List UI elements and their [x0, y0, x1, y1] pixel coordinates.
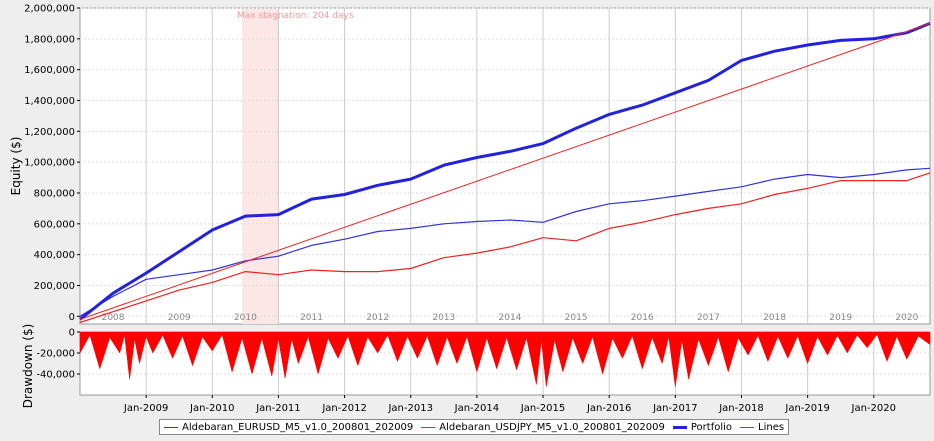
drawdown-y-ticks: 0 -20,000 -40,000 — [36, 328, 80, 381]
legend-item: Portfolio — [672, 421, 733, 433]
equity-y-tick-label: 1,800,000 — [24, 34, 75, 45]
equity-y-tick-label: 400,000 — [34, 250, 75, 261]
series-line-aldebaran-usdjpy-m5-v1-0-200801-202009 — [79, 172, 931, 324]
drawdown-x-tick-label: Jan-2012 — [321, 403, 366, 414]
equity-y-tick-label: 200,000 — [34, 281, 75, 292]
legend-label: Portfolio — [690, 421, 733, 433]
series-line-portfolio — [79, 22, 931, 321]
equity-y-tick-label: 1,600,000 — [24, 65, 75, 76]
drawdown-x-tick-label: Jan-2017 — [652, 403, 697, 414]
stagnation-band-layer — [242, 9, 279, 324]
stagnation-band — [242, 9, 279, 324]
drawdown-x-tick-label: Jan-2020 — [851, 403, 896, 414]
year-label: 2017 — [697, 313, 720, 323]
legend-label: Aldebaran_USDJPY_M5_v1.0_200801_202009 — [439, 421, 665, 433]
equity-y-tick-label: 0 — [69, 312, 75, 323]
year-label: 2011 — [300, 313, 323, 323]
equity-y-axis-title: Equity ($) — [9, 137, 23, 196]
equity-y-tick-label: 2,000,000 — [24, 4, 75, 15]
equity-y-tick-label: 1,400,000 — [24, 96, 75, 107]
legend-swatch — [421, 426, 436, 428]
year-label: 2008 — [102, 313, 125, 323]
series-line-aldebaran-eurusd-m5-v1-0-200801-202009 — [79, 167, 931, 317]
stagnation-annotation: Max stagnation: 204 days — [237, 11, 354, 21]
year-label: 2020 — [895, 313, 918, 323]
legend-label: Lines — [758, 421, 785, 433]
legend-item: Aldebaran_USDJPY_M5_v1.0_200801_202009 — [421, 422, 665, 433]
legend-item: Aldebaran_EURUSD_M5_v1.0_200801_202009 — [164, 422, 413, 433]
equity-y-ticks: 2,000,000 1,800,000 1,600,000 1,400,000 1,20… — [24, 4, 80, 323]
drawdown-series-layer — [79, 331, 931, 387]
year-label: 2019 — [829, 313, 852, 323]
legend-swatch — [164, 426, 178, 428]
legend-swatch — [740, 426, 755, 428]
chart-legend: Aldebaran_EURUSD_M5_v1.0_200801_202009 Al… — [159, 419, 790, 435]
equity-y-tick-label: 1,000,000 — [24, 158, 75, 169]
equity-y-tick-label: 1,200,000 — [24, 127, 75, 138]
drawdown-y-tick-label: -20,000 — [36, 349, 75, 360]
drawdown-x-tick-label: Jan-2015 — [520, 403, 565, 414]
year-label: 2014 — [499, 313, 522, 323]
drawdown-y-tick-label: 0 — [69, 328, 75, 339]
year-label: 2016 — [631, 313, 654, 323]
year-label: 2012 — [366, 313, 389, 323]
year-label: 2018 — [763, 313, 786, 323]
drawdown-x-tick-label: Jan-2013 — [387, 403, 432, 414]
year-label: 2015 — [565, 313, 588, 323]
drawdown-x-tick-label: Jan-2014 — [454, 403, 499, 414]
drawdown-x-tick-label: Jan-2010 — [189, 403, 234, 414]
year-label: 2010 — [234, 313, 257, 323]
legend-swatch — [672, 425, 687, 429]
series-line-lines — [79, 22, 931, 320]
year-label: 2009 — [168, 313, 191, 323]
drawdown-x-tick-label: Jan-2018 — [718, 403, 763, 414]
drawdown-x-tick-label: Jan-2009 — [123, 403, 168, 414]
year-label: 2013 — [432, 313, 455, 323]
equity-series-layer — [79, 22, 931, 324]
drawdown-y-axis-title: Drawdown ($) — [21, 324, 35, 409]
drawdown-x-tick-label: Jan-2016 — [586, 403, 631, 414]
drawdown-x-tick-label: Jan-2011 — [255, 403, 300, 414]
equity-plot-area — [79, 7, 931, 325]
drawdown-panel: 0 -20,000 -40,000 Jan-2009 Jan-2010 Jan-2011… — [21, 324, 931, 414]
drawdown-area — [79, 331, 931, 387]
legend-label: Aldebaran_EURUSD_M5_v1.0_200801_202009 — [182, 421, 414, 433]
drawdown-x-tick-label: Jan-2019 — [784, 403, 829, 414]
equity-gridlines — [80, 7, 930, 324]
legend-item: Lines — [740, 422, 784, 433]
drawdown-y-tick-label: -40,000 — [36, 370, 75, 381]
equity-y-tick-label: 600,000 — [34, 219, 75, 230]
year-labels: 2008 2009 2010 2011 2012 2013 2014 2015 2016 2017… — [102, 313, 919, 323]
drawdown-x-ticks: Jan-2009 Jan-2010 Jan-2011 Jan-2012 Jan-2013… — [123, 395, 896, 414]
equity-panel: 2008 2009 2010 2011 2012 2013 2014 2015 2016 2017… — [9, 4, 931, 325]
equity-y-tick-label: 800,000 — [34, 188, 75, 199]
